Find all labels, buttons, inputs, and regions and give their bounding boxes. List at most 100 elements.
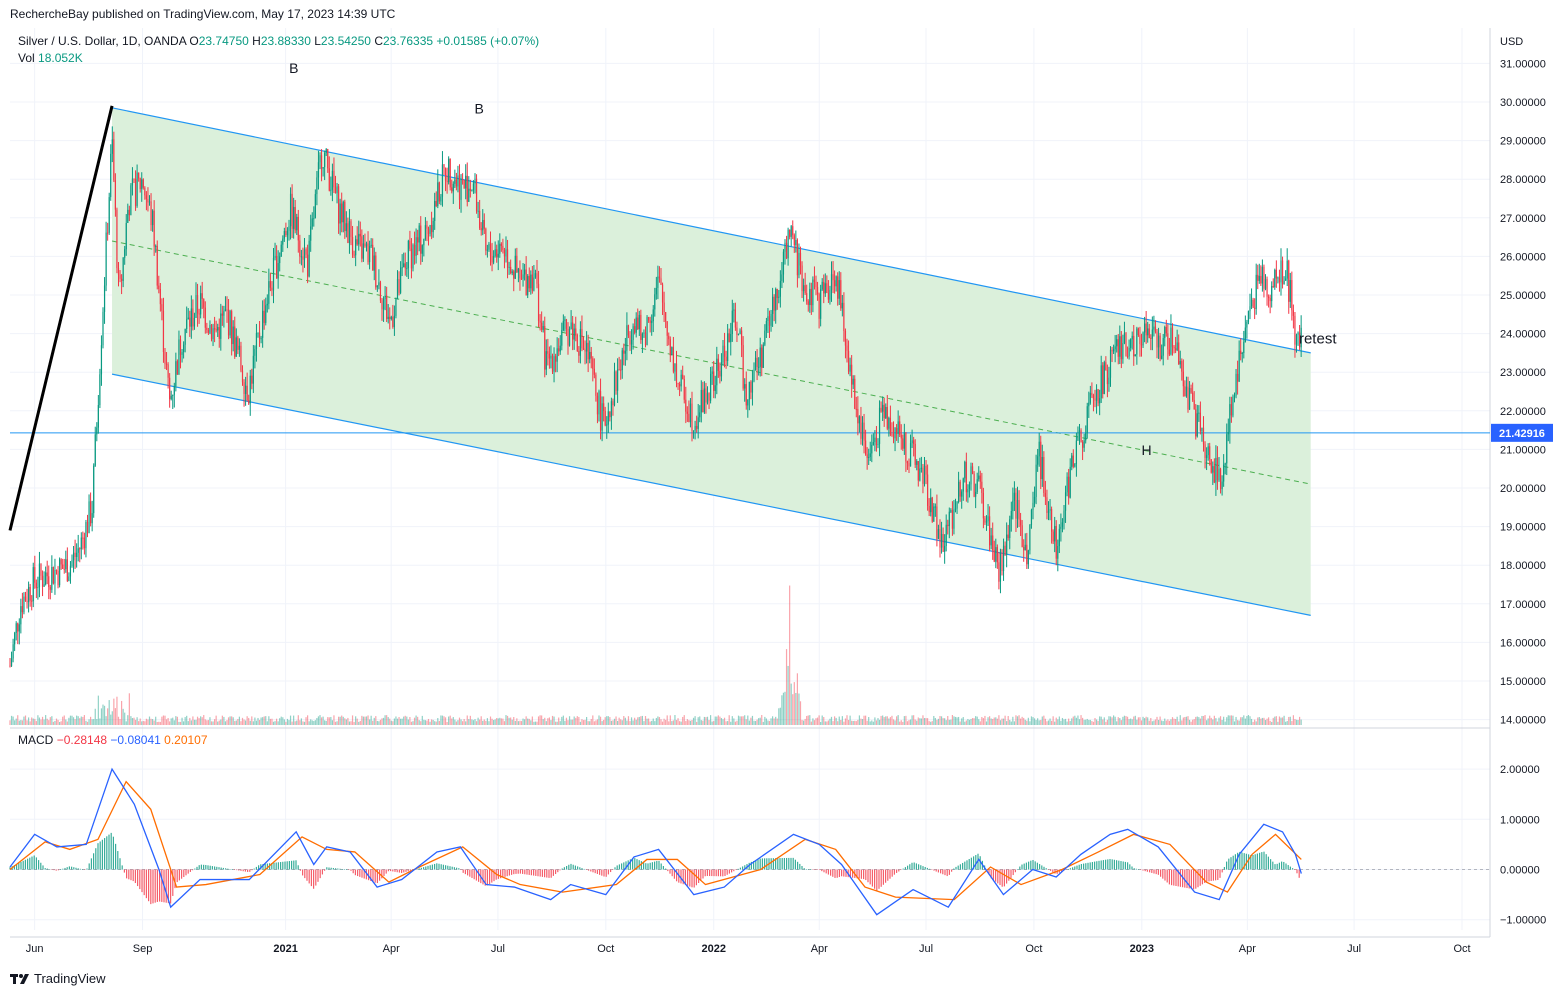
histogram-bar [781,858,783,870]
volume-bar [657,716,659,725]
candle-body [10,658,13,666]
volume-bar [463,718,465,725]
volume-bar [296,720,298,725]
volume-bar [271,718,273,725]
candle-body [283,230,285,239]
volume-bar [970,718,972,725]
histogram-bar [1116,860,1118,870]
volume-bar [1082,717,1084,725]
histogram-bar [1294,869,1296,870]
volume-bar [1049,718,1051,725]
candle-body [1201,427,1203,432]
candle-body [731,310,733,335]
histogram-bar [112,836,114,870]
histogram-bar [306,869,308,881]
candle-body [1291,280,1293,311]
candle-body [1294,315,1296,345]
histogram-bar [280,862,282,870]
histogram-bar [464,869,466,875]
histogram-bar [185,869,187,876]
volume-bar [1055,717,1057,725]
volume-bar [872,721,874,725]
candle-body [479,210,481,229]
candle-body [832,274,834,281]
candle-body [1010,511,1012,520]
volume-bar [128,693,130,725]
volume-bar [1015,715,1017,725]
candle-body [1109,349,1112,378]
histogram-bar [1078,864,1080,870]
volume-bar [1030,716,1033,725]
candle-body [108,197,110,233]
candle-body [1213,466,1215,483]
histogram-bar [148,869,150,902]
candle-body [124,249,126,258]
candle-body [975,491,977,497]
candle-body [779,280,781,297]
histogram-bar [449,866,451,870]
volume-bar [610,720,612,725]
volume-bar [238,716,240,725]
volume-bar [1218,717,1220,725]
candle-body [421,245,423,254]
candle-body [483,219,485,229]
volume-bar [1029,721,1031,725]
volume-bar [534,721,537,725]
histogram-bar [57,869,59,871]
candle-body [1001,553,1003,571]
histogram-bar [361,869,363,878]
volume-bar [1111,717,1113,725]
volume-bar [255,720,258,725]
volume-bar [990,718,992,725]
histogram-bar [1219,869,1221,878]
candle-body [775,288,777,311]
candle-body [1052,531,1054,542]
histogram-bar [471,869,473,878]
volume-bar [1209,715,1211,725]
candle-body [1235,373,1237,396]
candle-body [370,244,372,247]
volume-bar [1095,719,1098,725]
candle-body [753,369,755,381]
candle-body [979,475,981,482]
candle-body [319,155,321,163]
volume-bar [1144,718,1146,725]
candle-body [114,180,116,210]
candle-body [925,465,927,475]
histogram-bar [315,869,317,886]
histogram-bar [396,869,398,873]
candle-body [1064,492,1067,511]
candle-body [857,408,859,424]
volume-bar [356,718,358,725]
histogram-bar [555,869,557,875]
volume-bar [666,715,668,725]
candle-body [122,257,124,281]
candle-body [820,289,822,319]
candle-body [203,298,205,308]
candle-body [1195,409,1197,437]
volume-bar [582,720,585,725]
candle-body [68,576,70,581]
histogram-bar [744,865,746,870]
histogram-bar [392,869,394,872]
volume-bar [883,717,885,725]
candle-body [1202,427,1205,445]
candle-body [466,175,468,202]
volume-bar [860,718,862,725]
volume-bar [443,716,445,725]
tradingview-brand[interactable]: TradingView [10,971,106,986]
histogram-bar [145,869,147,899]
volume-bar [1032,717,1034,725]
candle-body [745,384,747,406]
volume-bar [125,721,127,725]
candle-body [778,296,780,298]
volume-bar [878,719,881,725]
histogram-bar [913,862,915,870]
histogram-bar [1041,865,1043,870]
histogram-bar [812,869,814,870]
volume-bar [708,720,710,725]
volume-bar [818,715,820,725]
candle-body [716,358,718,386]
volume-bar [1066,721,1068,725]
